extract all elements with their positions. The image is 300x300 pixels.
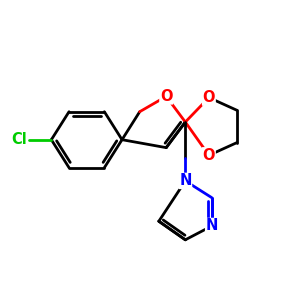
Text: O: O	[202, 148, 215, 163]
Text: O: O	[160, 89, 172, 104]
Text: N: N	[206, 218, 218, 233]
Text: N: N	[179, 173, 191, 188]
Text: O: O	[202, 90, 215, 105]
Text: Cl: Cl	[11, 132, 27, 147]
